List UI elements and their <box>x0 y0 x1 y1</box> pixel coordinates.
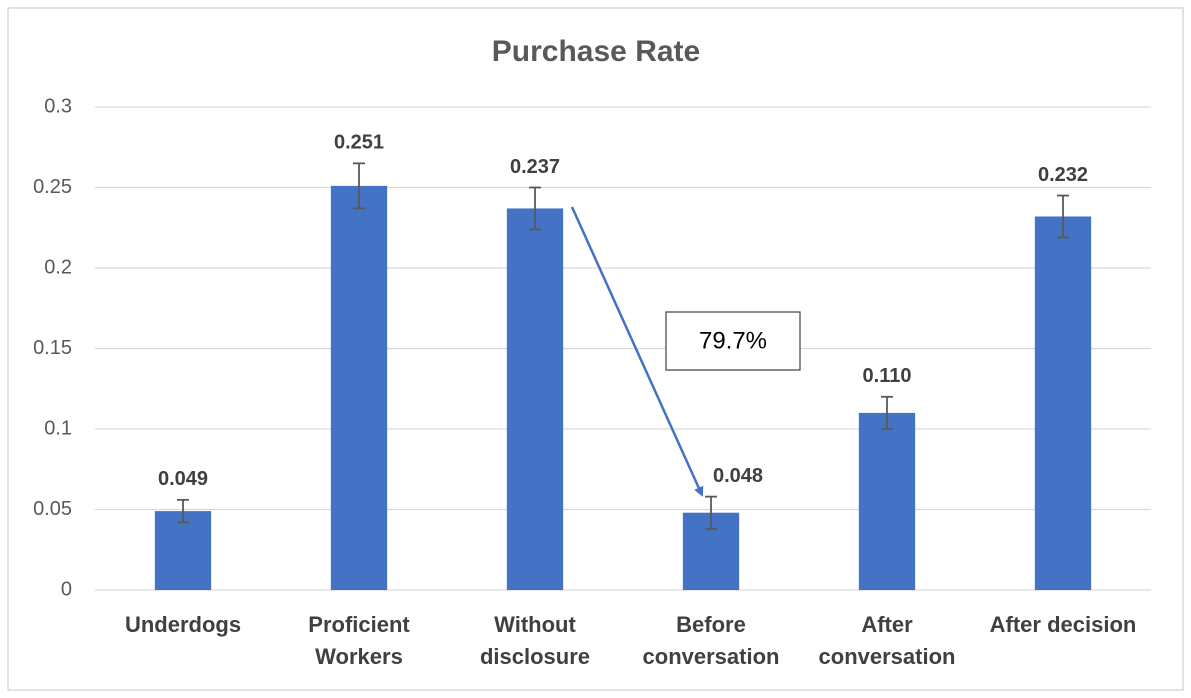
y-tick-label: 0.1 <box>44 417 72 439</box>
data-label: 0.048 <box>713 465 763 487</box>
x-tick-label: Without <box>494 612 576 637</box>
annotation-box <box>665 311 801 371</box>
x-tick-label: conversation <box>819 644 956 669</box>
x-tick-label: Underdogs <box>125 612 241 637</box>
bar <box>154 511 212 590</box>
data-label: 0.237 <box>510 156 560 178</box>
x-tick-label: Before <box>676 612 746 637</box>
data-label: 0.049 <box>158 468 208 490</box>
error-bar <box>529 186 541 231</box>
chart-title: Purchase Rate <box>492 35 700 68</box>
y-tick-label: 0.05 <box>33 498 72 520</box>
y-tick-label: 0.25 <box>33 176 72 198</box>
error-bar <box>705 495 717 530</box>
y-tick-label: 0.15 <box>33 337 72 359</box>
error-bar <box>1057 194 1069 239</box>
data-label: 0.110 <box>863 365 912 387</box>
bar <box>858 412 916 590</box>
error-bar <box>353 162 365 210</box>
x-tick-label: After <box>861 612 913 637</box>
y-tick-label: 0 <box>61 578 72 600</box>
error-bar <box>177 498 189 524</box>
y-tick-label: 0.2 <box>44 256 72 278</box>
error-bar <box>881 395 893 430</box>
data-label: 0.251 <box>334 132 384 154</box>
bar <box>1034 216 1092 591</box>
data-label: 0.232 <box>1038 164 1088 186</box>
x-tick-label: Proficient <box>308 612 410 637</box>
annotation-text: 79.7% <box>699 327 767 354</box>
bar <box>506 208 564 590</box>
bar <box>330 185 388 590</box>
plot-area: 0 0.05 0.1 0.15 0.2 0.25 0.3 Underdogs 0.049 Prof… <box>33 95 1151 669</box>
x-tick-label: disclosure <box>480 644 590 669</box>
x-tick-label: Workers <box>315 644 403 669</box>
x-tick-label: After decision <box>990 612 1137 637</box>
x-tick-label: conversation <box>643 644 780 669</box>
y-tick-label: 0.3 <box>44 95 72 117</box>
annotation-arrow <box>570 206 704 497</box>
